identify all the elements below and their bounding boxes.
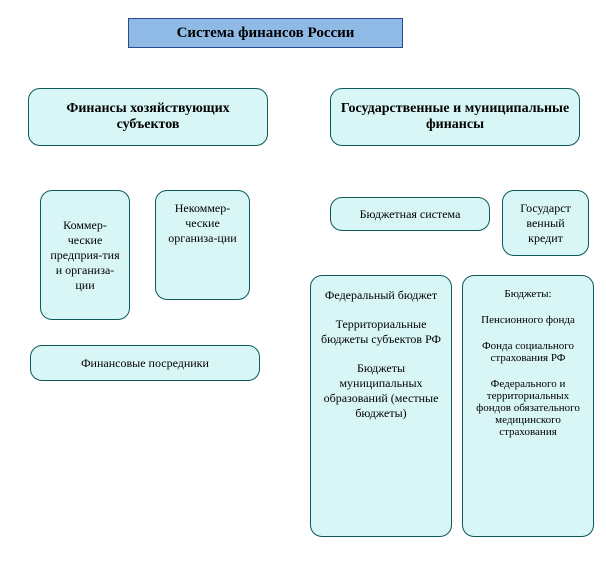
root-label: Система финансов России [177, 25, 355, 42]
funds-item-3: Федерального и территориальных фондов об… [469, 378, 587, 438]
funds-list-node: Бюджеты: Пенсионного фонда Фонда социаль… [462, 275, 594, 537]
funds-title: Бюджеты: [504, 288, 551, 300]
budgets-list-node: Федеральный бюджет Территориальные бюдже… [310, 275, 452, 537]
funds-item-2: Фонда социального страхования РФ [469, 340, 587, 364]
budgets-item-2: Территориальные бюджеты субъектов РФ [317, 317, 445, 347]
left-child-intermediaries: Финансовые посредники [30, 345, 260, 381]
left-title-node: Финансы хозяйствующих субъектов [28, 88, 268, 146]
root-node: Система финансов России [128, 18, 403, 48]
gov-credit-node: Государст венный кредит [502, 190, 589, 256]
right-title-label: Государственные и муниципальные финансы [337, 101, 573, 133]
funds-item-1: Пенсионного фонда [481, 314, 575, 326]
left-child-noncommercial: Некоммер-ческие организа-ции [155, 190, 250, 300]
left-title-label: Финансы хозяйствующих субъектов [35, 101, 261, 133]
left-child2-label: Некоммер-ческие организа-ции [162, 201, 243, 246]
budget-system-node: Бюджетная система [330, 197, 490, 231]
budgets-item-1: Федеральный бюджет [325, 288, 437, 303]
left-child1-label: Коммер-ческие предприя-тия и организа-ци… [47, 218, 123, 293]
left-child-commercial: Коммер-ческие предприя-тия и организа-ци… [40, 190, 130, 320]
right-title-node: Государственные и муниципальные финансы [330, 88, 580, 146]
gov-credit-label: Государст венный кредит [509, 201, 582, 246]
budget-system-label: Бюджетная система [360, 207, 461, 222]
left-child3-label: Финансовые посредники [81, 356, 209, 371]
budgets-item-3: Бюджеты муниципальных образований (местн… [317, 361, 445, 421]
